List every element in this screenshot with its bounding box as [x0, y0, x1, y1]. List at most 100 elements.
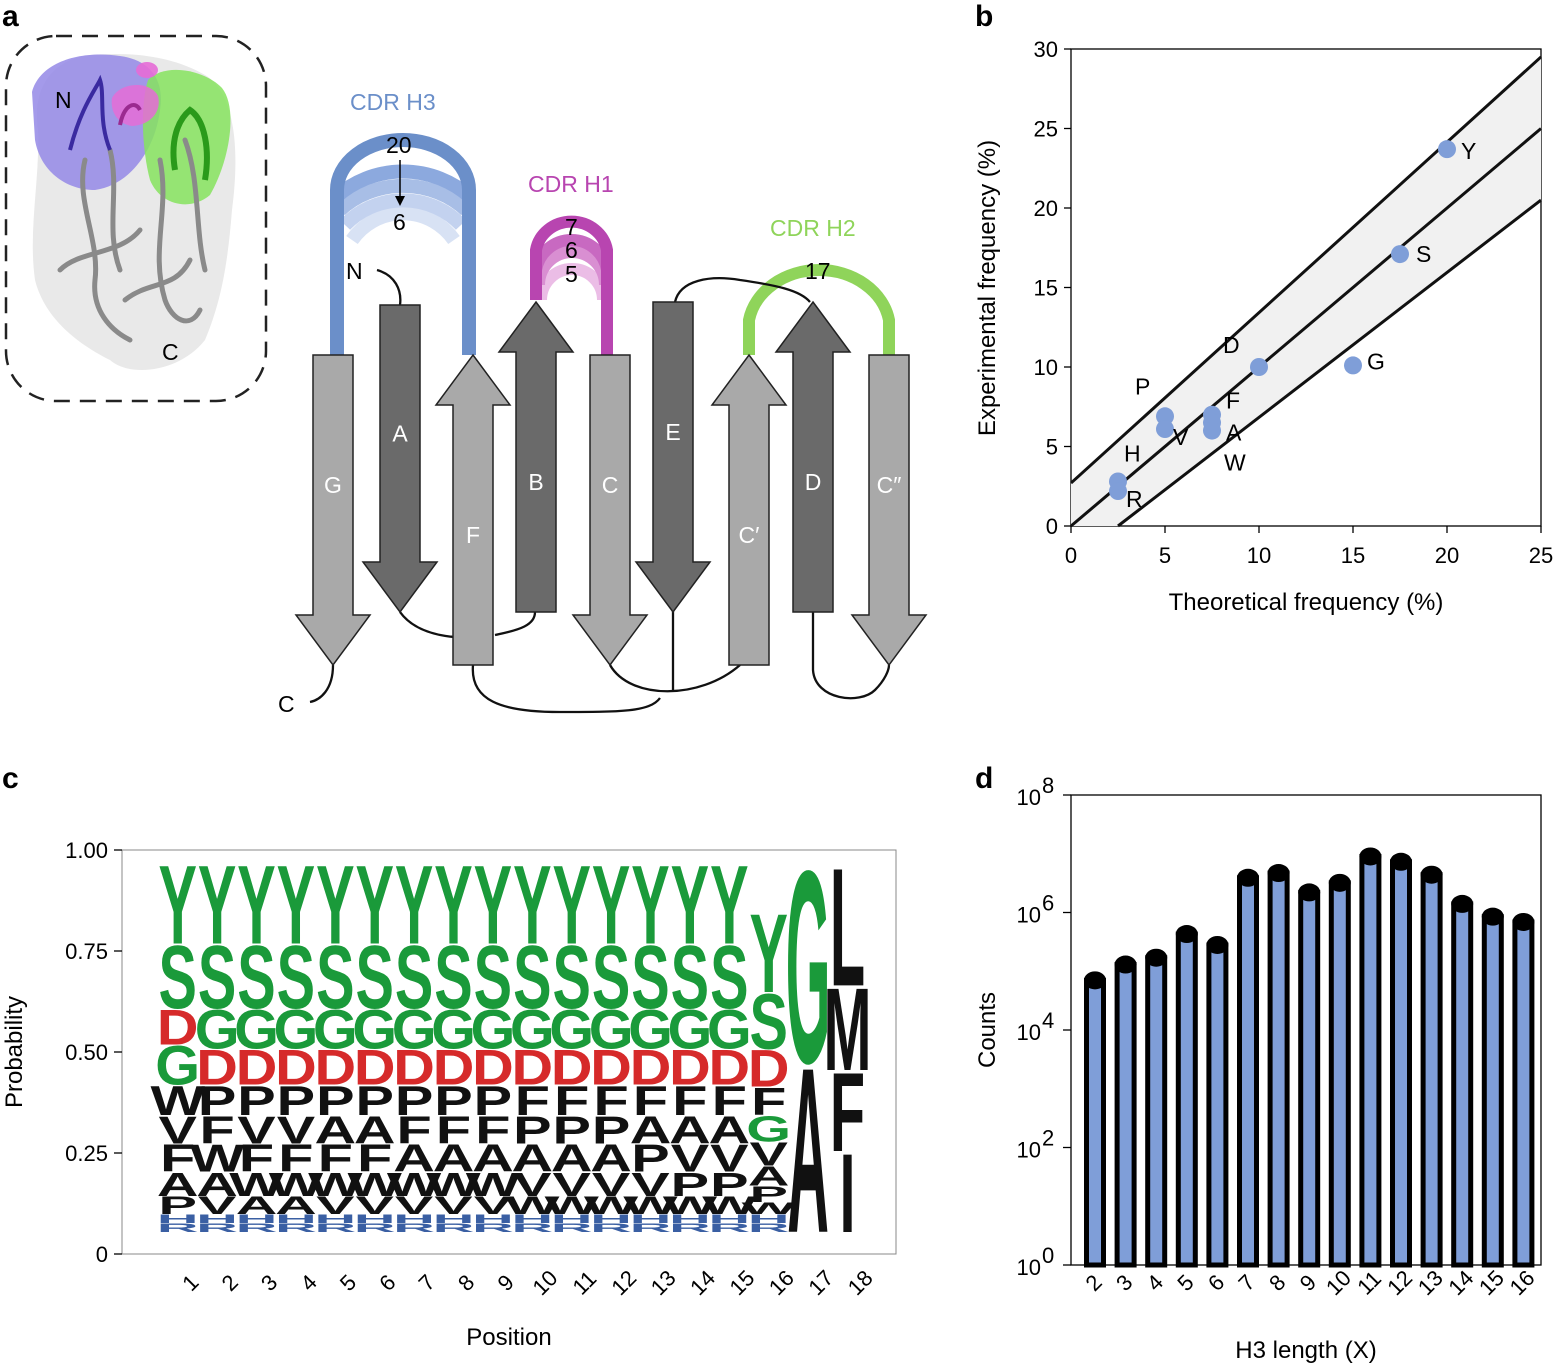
logo-letter: P — [592, 1108, 630, 1152]
logo-letter: F — [594, 1077, 629, 1125]
logo-letter: G — [549, 999, 594, 1061]
cdr-h1-number-6: 6 — [565, 237, 578, 263]
logo-content: 00.250.500.751.001RHPAFVWGDSY2RHVAWFPDGS… — [65, 814, 878, 1300]
logo-letter: A — [314, 1108, 356, 1152]
logo-letter: F — [672, 1077, 707, 1125]
logo-letter: D — [275, 1040, 317, 1096]
bar-x-tick-label: 6 — [1203, 1270, 1229, 1296]
bar-y-tick-exp: 4 — [1042, 1008, 1054, 1033]
y-tick-label: 20 — [1034, 196, 1058, 221]
logo-letter: G — [155, 1035, 200, 1097]
logo-letter: H — [236, 1212, 278, 1226]
strand-C″ — [850, 354, 928, 667]
logo-letter: P — [395, 1077, 433, 1125]
logo-letter: F — [318, 1137, 353, 1181]
cdr-h3-number-min: 6 — [393, 209, 406, 235]
logo-letter: R — [630, 1221, 672, 1235]
strand-C — [571, 354, 649, 667]
bar-y-tick-label: 10 — [1017, 1020, 1041, 1045]
ribbon-cdr-h3 — [68, 74, 112, 151]
logo-letter: P — [316, 1077, 354, 1125]
logo-letter: S — [277, 927, 315, 1027]
cdr-h3-loops — [330, 133, 476, 355]
logo-letter: W — [663, 1192, 717, 1220]
logo-x-tick-label: 13 — [646, 1265, 681, 1300]
bar-x-tick-label: 9 — [1295, 1270, 1321, 1296]
logo-letter: Y — [355, 841, 393, 967]
logo-letter: D — [551, 1040, 593, 1096]
scatter-y-label: Experimental frequency (%) — [974, 140, 1001, 436]
bar — [1451, 901, 1474, 1268]
panel-label-c: c — [2, 762, 19, 795]
logo-letter: H — [433, 1212, 475, 1226]
y-tick-label: 30 — [1034, 37, 1058, 62]
strand-C′ — [710, 353, 788, 666]
logo-letter: Y — [237, 841, 275, 967]
logo-letter: A — [630, 1108, 672, 1152]
logo-y-tick-label: 0.50 — [65, 1040, 108, 1065]
logo-letter: G — [234, 999, 279, 1061]
bar — [1481, 914, 1504, 1268]
logo-letter: H — [472, 1212, 514, 1226]
logo-letter: S — [395, 927, 433, 1027]
logo-letter: P — [749, 1182, 787, 1207]
logo-letter: S — [316, 927, 354, 1027]
logo-letter: S — [710, 927, 748, 1027]
strand-D — [774, 300, 852, 613]
bar-x-label: H3 length (X) — [1235, 1337, 1376, 1363]
bar-cap — [1237, 868, 1259, 887]
logo-letter: F — [515, 1077, 550, 1125]
logo-letter: R — [354, 1221, 396, 1235]
logo-letter: P — [237, 1077, 275, 1125]
logo-letter: H — [275, 1212, 317, 1226]
ribbon-cdr-h2 — [170, 106, 210, 181]
bar-x-tick-label: 7 — [1234, 1270, 1260, 1296]
structure-label-n: N — [55, 87, 72, 113]
cdr-h1-loops — [530, 215, 613, 355]
logo-letter: D — [472, 1040, 514, 1096]
bar — [1420, 872, 1443, 1268]
logo-letter: V — [158, 1108, 197, 1152]
logo-letter: V — [631, 1166, 670, 1204]
logo-letter: Y — [277, 841, 315, 967]
logo-letter: A — [393, 1137, 435, 1181]
logo-letter: W — [426, 1166, 481, 1204]
y-tick-label: 25 — [1034, 117, 1058, 142]
bar-cap — [1328, 873, 1351, 892]
scatter-point — [1438, 140, 1456, 159]
logo-letter: F — [554, 1077, 589, 1125]
logo-letter: G — [470, 999, 515, 1061]
bar-cap — [1390, 852, 1412, 871]
logo-letter: F — [633, 1077, 668, 1125]
logo-x-tick-label: 6 — [374, 1270, 400, 1296]
logo-letter: Y — [474, 841, 512, 967]
logo-x-tick-label: 7 — [414, 1270, 440, 1296]
logo-letter: R — [708, 1221, 750, 1235]
logo-letter: Y — [316, 841, 354, 967]
bar-cap — [1206, 935, 1229, 954]
bar-cap — [1175, 925, 1198, 944]
logo-letter: P — [434, 1077, 472, 1125]
bar — [1114, 962, 1137, 1268]
logo-letter: S — [671, 927, 709, 1027]
logo-letter: H — [157, 1212, 199, 1226]
logo-letter: H — [314, 1212, 356, 1226]
logo-letter: M — [823, 963, 871, 1095]
cdr-h2-loop — [743, 264, 895, 355]
logo-letter: H — [354, 1212, 396, 1226]
logo-letter: R — [157, 1221, 199, 1235]
logo-letter: L — [830, 833, 865, 1022]
bar-x-tick-label: 8 — [1264, 1270, 1290, 1296]
x-tick-label: 25 — [1529, 543, 1553, 568]
bar-cap — [1145, 948, 1168, 967]
logo-letter: A — [472, 1137, 514, 1181]
logo-letter: Y — [434, 841, 472, 967]
logo-letter: A — [590, 1137, 632, 1181]
x-tick-label: 5 — [1159, 543, 1171, 568]
y-tick-label: 5 — [1046, 435, 1058, 460]
confidence-band — [1071, 56, 1541, 526]
band-lower-line — [1117, 198, 1542, 528]
cdr-h2-number: 17 — [805, 258, 831, 284]
logo-x-label: Position — [466, 1324, 551, 1351]
bar-y-tick-label: 10 — [1017, 1255, 1041, 1280]
